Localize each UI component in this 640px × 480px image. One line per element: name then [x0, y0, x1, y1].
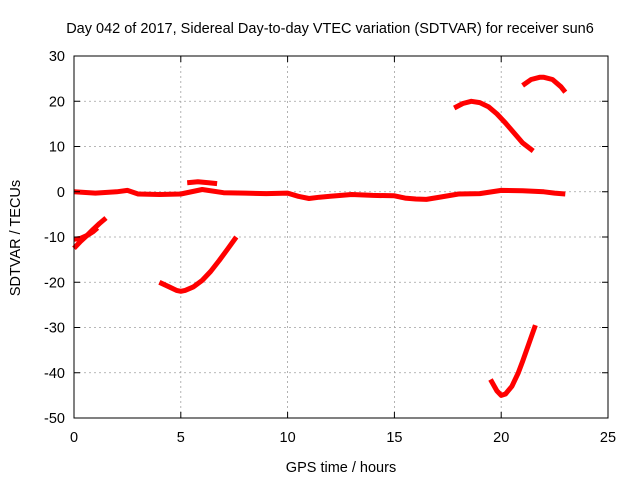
- series-line: [73, 226, 100, 242]
- series-line: [73, 187, 566, 202]
- x-tick-label: 10: [280, 430, 296, 446]
- series-line: [521, 74, 568, 94]
- y-tick-label: 30: [49, 49, 65, 65]
- y-tick-label: -10: [44, 230, 65, 246]
- data-series: [72, 74, 568, 398]
- x-tick-label: 15: [386, 430, 402, 446]
- series-line: [158, 235, 239, 294]
- series-line: [453, 98, 535, 153]
- y-tick-label: 0: [57, 185, 65, 201]
- y-tick-label: 20: [49, 94, 65, 110]
- x-tick-label: 25: [600, 430, 616, 446]
- x-tick-label: 0: [70, 430, 78, 446]
- chart-title: Day 042 of 2017, Sidereal Day-to-day VTE…: [66, 21, 594, 37]
- y-tick-label: -30: [44, 321, 65, 337]
- y-tick-label: -20: [44, 275, 65, 291]
- y-tick-label: -40: [44, 366, 65, 382]
- axis-ticks: 0 5 10 15 20 25 -50 -40 -30 -20 -10 0 10 20 30: [44, 49, 616, 446]
- y-tick-label: -50: [44, 411, 65, 427]
- series-line: [488, 324, 538, 398]
- grid: [74, 56, 608, 418]
- x-tick-label: 20: [493, 430, 509, 446]
- y-tick-label: 10: [49, 140, 65, 156]
- series-line: [186, 179, 218, 187]
- x-tick-label: 5: [177, 430, 185, 446]
- x-axis-label: GPS time / hours: [286, 460, 396, 476]
- y-axis-label: SDTVAR / TECUs: [8, 180, 24, 296]
